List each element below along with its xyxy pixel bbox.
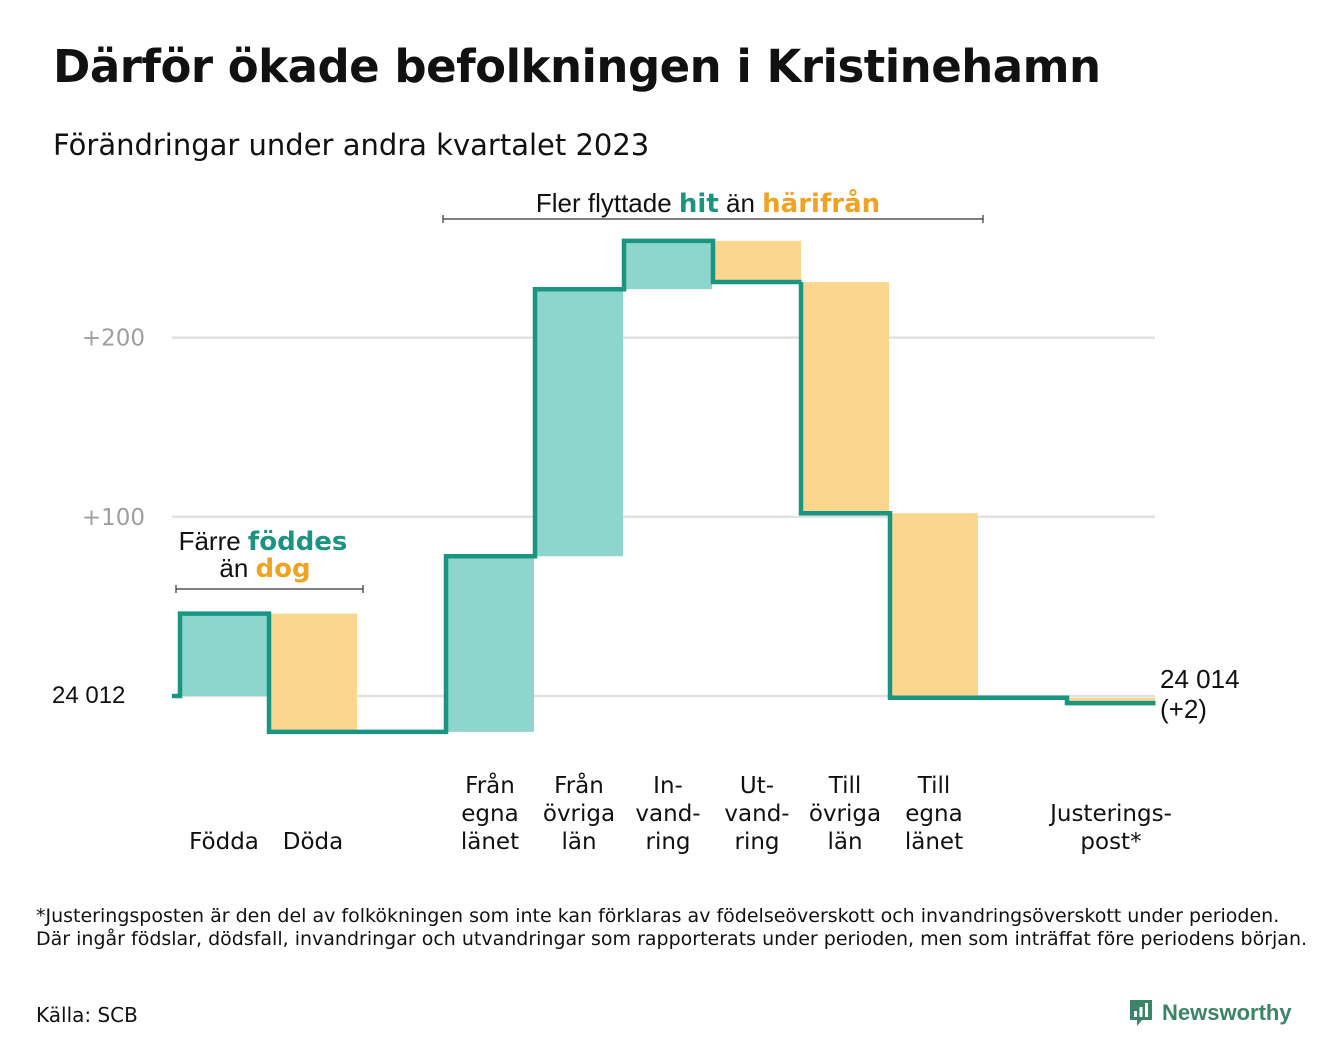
migration-annotation-plain: än <box>719 188 762 218</box>
births-annotation-line1-plain: Färre <box>179 526 248 556</box>
category-label-line: Ut- <box>740 773 774 799</box>
bar-increase <box>535 289 623 557</box>
newsworthy-logo-text: Newsworthy <box>1162 1000 1292 1025</box>
category-label: Till egna länet <box>905 773 963 855</box>
category-label-line: vand- <box>724 801 789 827</box>
bar-increase <box>446 556 534 732</box>
bar-decrease <box>1067 697 1155 704</box>
births-annotation-line2: än dog <box>219 553 310 584</box>
births-annotation-line2-highlight: dog <box>256 554 311 584</box>
migration-annotation-highlight: hit <box>679 189 719 219</box>
bar-increase <box>624 240 712 290</box>
running-total-line <box>172 238 1156 735</box>
category-label-line: övriga <box>809 801 881 827</box>
category-label-line: Till <box>917 773 951 799</box>
births-annotation-line2-plain: än <box>219 553 255 583</box>
chart-subtitle: Förändringar under andra kvartalet 2023 <box>53 128 650 162</box>
category-label-line: län <box>827 829 862 855</box>
category-label-line: Till <box>828 773 862 799</box>
value-labels: 24 012 24 014(+2) <box>52 664 1240 724</box>
category-label-line: Från <box>554 771 604 799</box>
category-label-line: ring <box>734 829 779 855</box>
category-label-line: Från <box>465 771 515 799</box>
end-value-label: 24 014 <box>1160 664 1240 694</box>
end-change-label: (+2) <box>1160 694 1207 724</box>
bars <box>180 240 1155 732</box>
bar-decrease <box>713 240 801 283</box>
start-value-label: 24 012 <box>52 682 125 709</box>
bar-decrease <box>269 613 357 732</box>
category-label-line: län <box>561 829 596 855</box>
migration-annotation: Fler flyttade hit än härifrån <box>536 187 880 219</box>
category-label-line: post* <box>1080 829 1141 855</box>
category-label-line: ring <box>645 829 690 855</box>
category-label: Till övriga län <box>809 773 881 855</box>
births-annotation-line1: Färre föddes <box>179 526 348 557</box>
category-label-line: länet <box>461 829 519 855</box>
category-label-line: Justerings- <box>1048 801 1172 827</box>
footnote: *Justeringsposten är den del av folkökni… <box>36 905 1308 950</box>
category-label: Ut-vand-ring <box>724 773 789 855</box>
category-label: Från övriga län <box>543 771 615 855</box>
bar-decrease <box>801 282 889 514</box>
category-label-line: Döda <box>283 829 343 855</box>
category-label: Justerings-post* <box>1048 801 1172 855</box>
category-label: Från egna länet <box>461 771 519 855</box>
migration-annotation-highlight: härifrån <box>762 187 880 219</box>
births-annotation-line1-highlight: föddes <box>248 527 348 557</box>
bar-decrease <box>890 513 978 698</box>
category-label: Födda <box>189 829 259 855</box>
newsworthy-logo: Newsworthy <box>1128 998 1292 1028</box>
y-tick-label: +100 <box>82 505 145 531</box>
y-tick-label: +200 <box>82 326 145 352</box>
category-label-line: länet <box>905 829 963 855</box>
category-label: In-vand-ring <box>635 773 700 855</box>
category-label-line: egna <box>461 801 518 827</box>
category-label: Döda <box>283 829 343 855</box>
chart-title: Därför ökade befolkningen i Kristinehamn <box>53 40 1101 93</box>
category-label-line: In- <box>653 773 683 799</box>
category-label-line: vand- <box>635 801 700 827</box>
category-label-line: Födda <box>189 829 259 855</box>
migration-annotation-plain: Fler flyttade <box>536 188 679 218</box>
bar-increase <box>180 613 268 696</box>
category-label-line: övriga <box>543 801 615 827</box>
category-label-line: egna <box>905 801 962 827</box>
newsworthy-logo-icon <box>1130 1000 1152 1026</box>
source-label: Källa: SCB <box>36 1003 138 1027</box>
